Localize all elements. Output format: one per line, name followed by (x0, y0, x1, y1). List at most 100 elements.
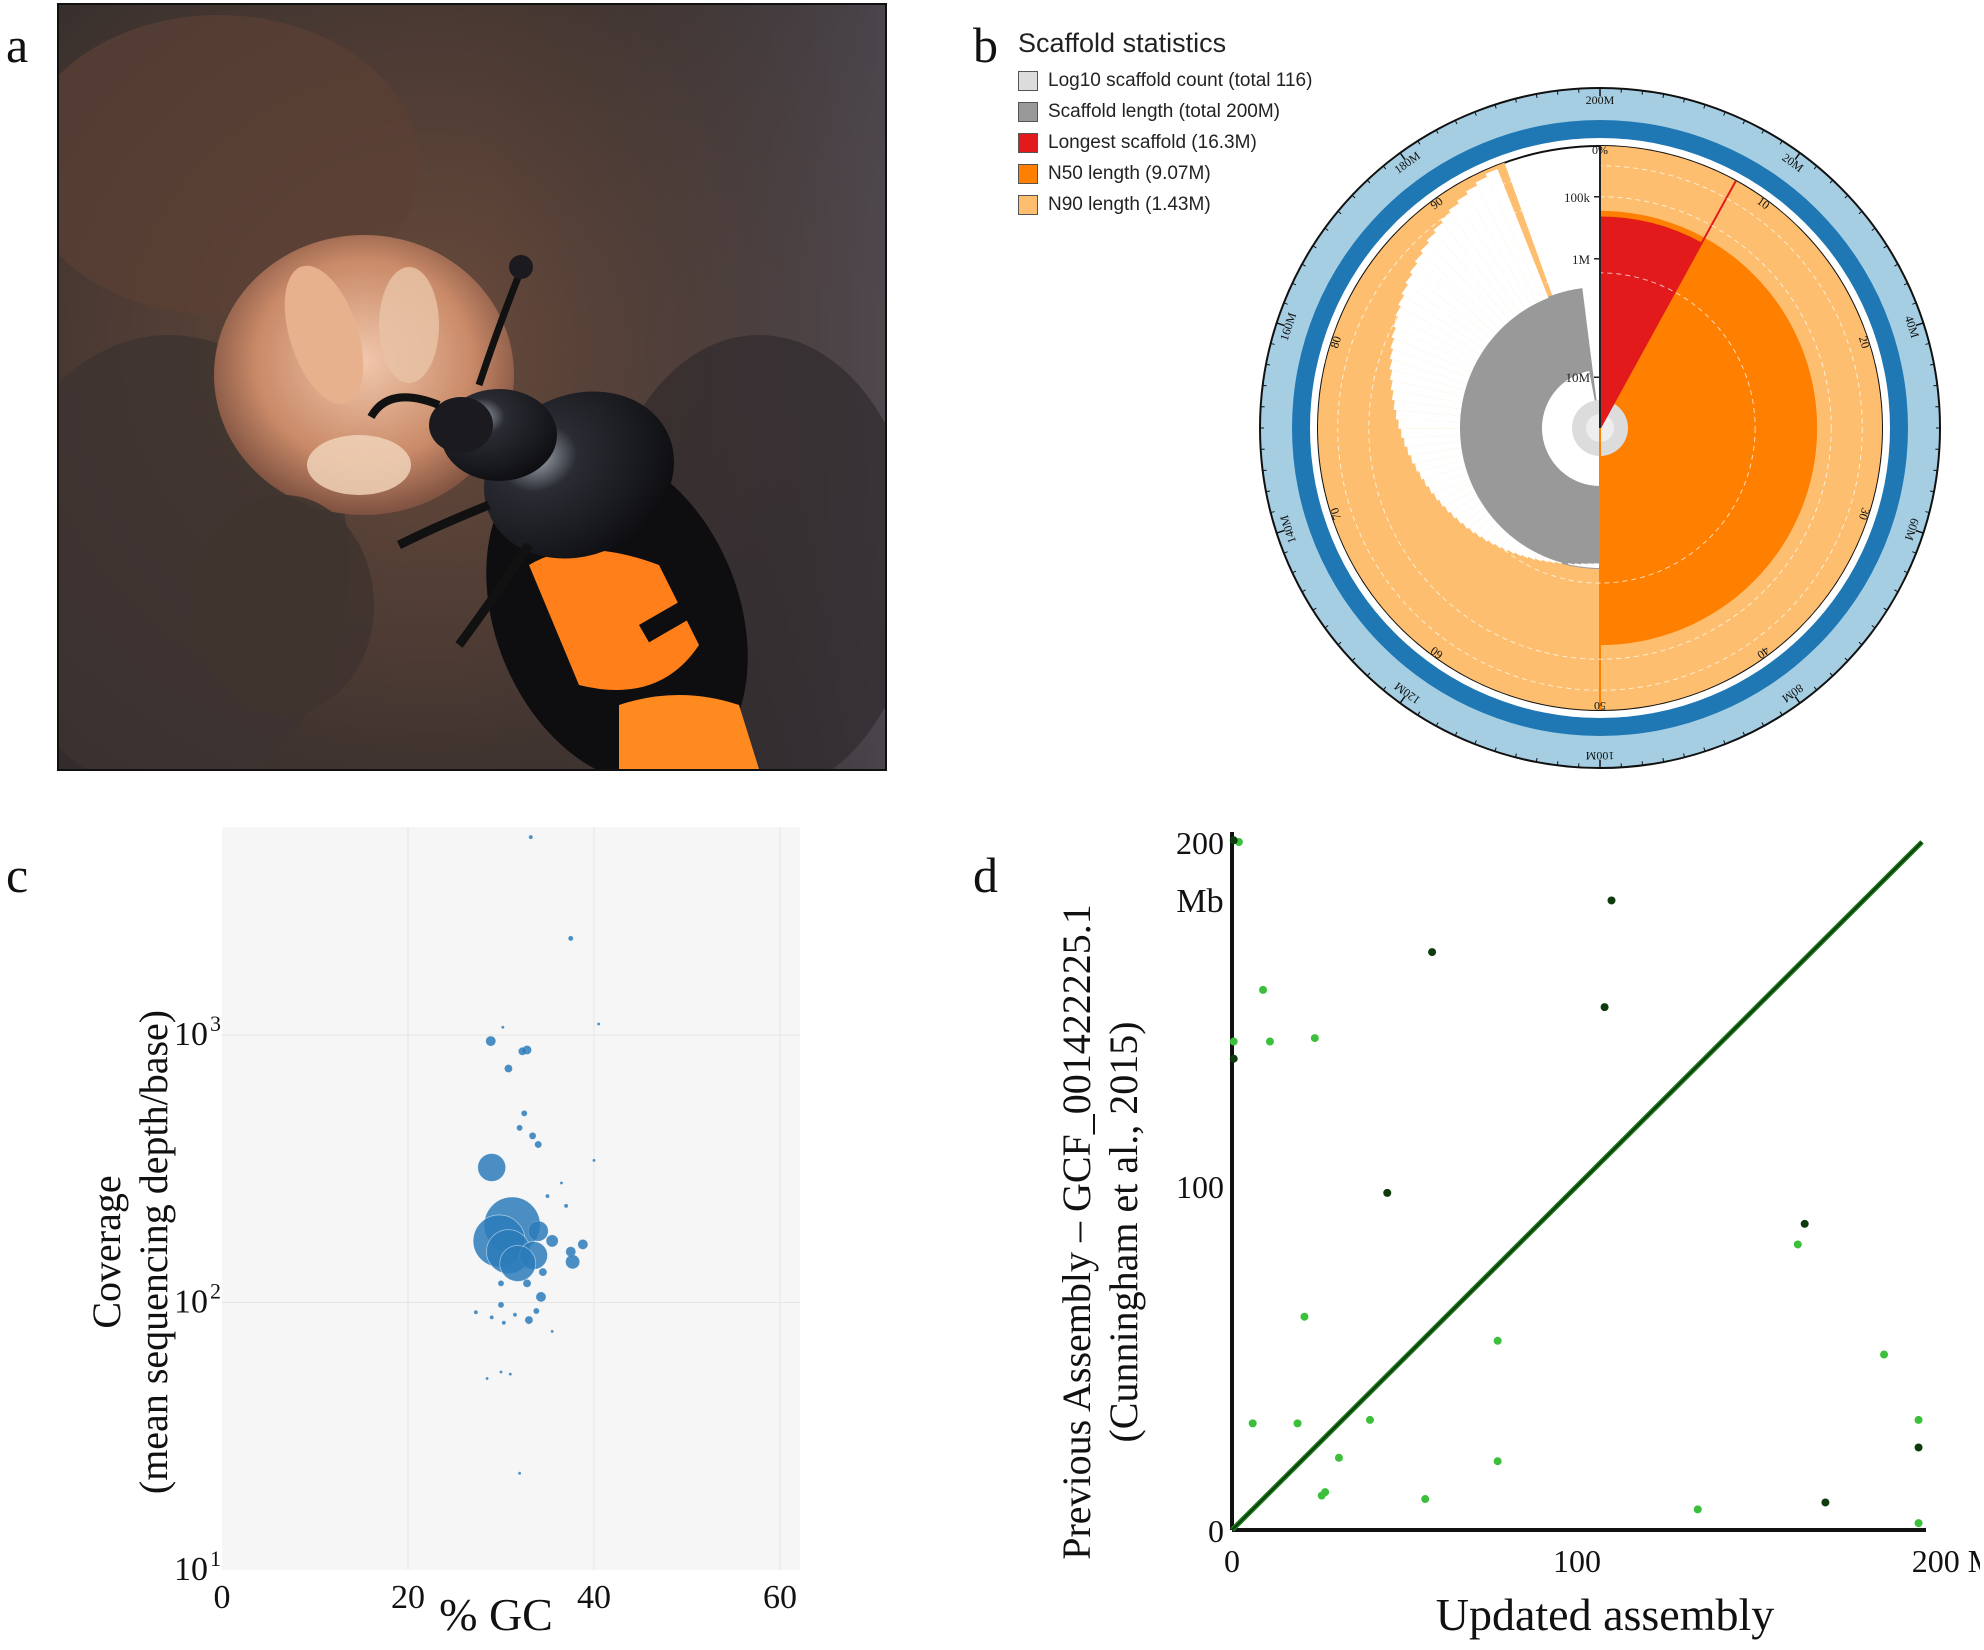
count-step (1450, 496, 1482, 519)
minor-tick (1662, 757, 1665, 763)
y-tick-label: 10 (174, 1016, 208, 1053)
x-tick-label: 20 (391, 1579, 425, 1616)
panel-letter-d: d (973, 847, 998, 903)
count-step (1440, 212, 1521, 317)
minor-tick (1929, 490, 1935, 493)
minor-tick (1933, 384, 1938, 387)
count-step (1475, 517, 1497, 538)
minor-tick (1435, 722, 1439, 727)
minor-tick (1301, 589, 1306, 593)
count-step (1574, 563, 1582, 567)
legend-swatch (1018, 101, 1038, 122)
minor-tick (1337, 210, 1342, 215)
data-point (521, 1110, 528, 1117)
data-point (518, 1047, 527, 1056)
minor-tick (1292, 570, 1297, 574)
length-tick-label: 60M (1902, 516, 1922, 542)
longest-scaffold-sector (1600, 216, 1702, 428)
minor-tick (1858, 210, 1863, 215)
alignment-dot (1229, 836, 1238, 845)
snail-title: Scaffold statistics (1018, 28, 1227, 58)
minor-tick (1933, 469, 1938, 472)
legend-row: N50 length (9.07M) (1018, 158, 1312, 189)
minor-tick (1703, 747, 1706, 752)
legend-row: Log10 scaffold count (total 116) (1018, 65, 1312, 96)
count-step (1404, 435, 1461, 447)
count-step (1439, 484, 1475, 507)
y-tick-label: 0 (1208, 1513, 1224, 1549)
count-step (1389, 359, 1468, 391)
minor-tick (1844, 657, 1849, 662)
count-step (1398, 295, 1485, 355)
data-point (533, 1307, 540, 1315)
alignment-dot (1607, 896, 1616, 905)
minor-tick (1283, 551, 1288, 554)
alignment-dot (1229, 1037, 1238, 1046)
data-point (501, 1025, 505, 1029)
alignment-dot (1334, 1453, 1343, 1462)
x-tick-label: 0 (214, 1579, 231, 1616)
minor-tick (1556, 761, 1559, 766)
count-step (1405, 274, 1492, 345)
panel-letter-c: c (6, 847, 29, 903)
snail-plot: 100k1M10M200M0%20M1040M2060M3080M40100M5… (1259, 87, 1941, 769)
minor-tick (1742, 120, 1746, 125)
count-step (1494, 531, 1511, 549)
minor-tick (1662, 93, 1665, 99)
count-step (1457, 194, 1532, 310)
minor-tick (1683, 98, 1686, 103)
count-step (1541, 556, 1550, 563)
data-point (512, 1312, 518, 1317)
count-step (1419, 460, 1466, 480)
percent-tick-label: 20 (1856, 334, 1873, 350)
x-tick-label: 100 (1553, 1543, 1601, 1579)
percent-tick-label: 50 (1594, 699, 1606, 713)
alignment-dot (1821, 1498, 1830, 1507)
data-point (501, 1320, 506, 1325)
data-point (522, 1279, 532, 1288)
alignment-dot (1693, 1505, 1702, 1514)
alignment-dot (1880, 1350, 1889, 1359)
length-tick-label: 40M (1902, 314, 1922, 340)
minor-tick (1283, 302, 1288, 305)
minor-tick (1270, 342, 1275, 345)
minor-tick (1894, 263, 1899, 267)
count-step (1593, 563, 1600, 568)
y-tick-label: 100 (1176, 1169, 1224, 1205)
panel-letter-b: b (973, 17, 998, 73)
count-step (1501, 535, 1516, 552)
count-step (1389, 370, 1466, 397)
count-step (1395, 410, 1461, 423)
count-step (1485, 168, 1549, 301)
count-step (1444, 490, 1478, 513)
minor-tick (1912, 551, 1917, 554)
count-step (1426, 232, 1510, 326)
legend-label: N50 length (9.07M) (1048, 162, 1211, 184)
count-step (1393, 317, 1478, 367)
minor-tick (1641, 90, 1644, 95)
count-step (1391, 390, 1463, 410)
minor-tick (1474, 740, 1477, 745)
longest-scaffold-line (1599, 180, 1737, 429)
count-step (1433, 478, 1473, 501)
alignment-dot (1493, 1336, 1502, 1345)
length-tick-label: 100M (1585, 749, 1614, 763)
assembly-dotplot: 0 100 200 Mb 0 100 200 Updated assembly Previ… (1054, 825, 1980, 1640)
alignment-dot (1310, 1034, 1319, 1043)
x-axis-label: % GC (439, 1589, 553, 1640)
minor-tick (1454, 731, 1458, 736)
beetle-photo (57, 3, 887, 771)
legend-row: N90 length (1.43M) (1018, 189, 1312, 220)
minor-tick (1723, 111, 1726, 116)
minor-tick (1883, 607, 1888, 611)
y-tick-label: 10 (174, 1284, 208, 1321)
minor-tick (1474, 111, 1477, 116)
count-step (1414, 253, 1501, 335)
data-point (524, 1315, 534, 1325)
outer-tick (1399, 152, 1406, 160)
radial-tick-label: 10M (1565, 370, 1590, 385)
count-step (1488, 527, 1506, 546)
percent-tick-label: 0% (1592, 143, 1608, 157)
y-axis-label-sub: (Cunningham et al., 2015) (1101, 1021, 1146, 1442)
data-point (577, 1239, 588, 1250)
